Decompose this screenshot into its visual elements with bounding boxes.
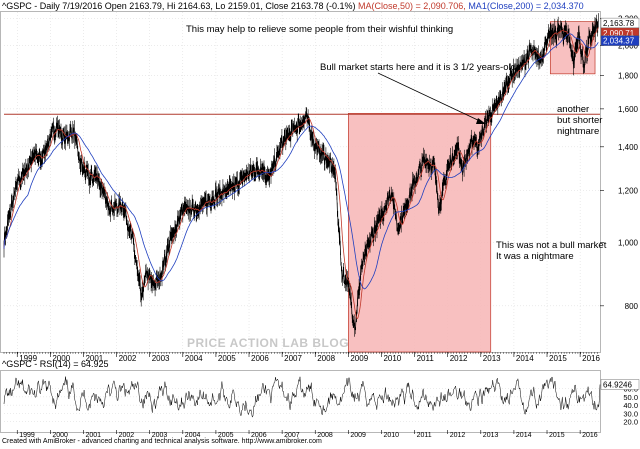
rsi-header: ^GSPC - RSI(14) = 64.925 <box>2 359 109 369</box>
price-y-tick-label: 800 <box>625 302 639 311</box>
x-tick-label: 2016 <box>582 354 600 363</box>
annotation-nightmare-2: It was a nightmare <box>496 251 574 262</box>
axes: 8001,0001,2001,4001,6001,8002,0002,20019… <box>3 14 639 439</box>
x-tick-label: 2001 <box>85 354 103 363</box>
header-ma200: MA1(Close,200) = 2,034.370 <box>468 1 584 11</box>
rsi-x-tick-label: 2005 <box>218 432 234 439</box>
x-tick-label: 2006 <box>251 354 269 363</box>
ma200-tag-box <box>600 35 640 46</box>
rsi-y-tick-label: 20.0 <box>623 418 638 427</box>
rsi-x-tick-label: 2011 <box>417 432 432 439</box>
ma200-series <box>3 33 599 290</box>
chart-header: ^GSPC - Daily 7/19/2016 Open 2163.79, Hi… <box>2 1 584 11</box>
footer-credit: Created with AmiBroker - advanced charti… <box>2 438 322 445</box>
x-tick-label: 2005 <box>218 354 236 363</box>
rsi-y-tick-label: 40.0 <box>623 401 638 410</box>
annotation-another-2: but shorter <box>557 115 603 126</box>
price-y-tick-label: 2,000 <box>618 41 639 50</box>
watermark: PRICE ACTION LAB BLOG <box>187 336 350 350</box>
price-y-tick-label: 1,600 <box>618 105 639 114</box>
rsi-x-tick-label: 2014 <box>516 432 532 439</box>
rsi-x-tick-label: 2016 <box>582 432 598 439</box>
x-tick-label: 2013 <box>483 354 501 363</box>
rsi-frame <box>0 370 601 433</box>
ma50-series <box>3 27 599 319</box>
ma200-tag: 2,034.37 <box>603 37 635 46</box>
rsi-y-tick-label: 30.0 <box>623 409 638 418</box>
annotation-another-1: another <box>557 104 590 115</box>
rsi-x-tick-label: 2012 <box>450 432 466 439</box>
x-tick-label: 2000 <box>52 354 70 363</box>
rsi-x-tick-label: 2006 <box>251 432 267 439</box>
rsi-x-tick-label: 2015 <box>549 432 565 439</box>
annotation-top-note: This may help to relieve some people fro… <box>186 24 454 35</box>
rsi-x-tick-label: 2010 <box>383 432 399 439</box>
x-tick-label: 2007 <box>284 354 302 363</box>
annotation-another-3: nightmare <box>557 126 600 137</box>
annotation-bull-market: Bull market starts here and it is 3 1/2 … <box>320 62 516 73</box>
rsi-y-tick-label: 50.0 <box>623 393 638 402</box>
rsi-series <box>3 376 601 418</box>
price-y-tick-label: 1,400 <box>618 143 639 152</box>
x-tick-label: 2002 <box>119 354 137 363</box>
rsi-x-tick-label: 2002 <box>119 432 135 439</box>
header-ticker: ^GSPC <box>2 1 32 11</box>
rsi-x-tick-label: 2007 <box>284 432 300 439</box>
rsi-x-tick-label: 1999 <box>19 432 35 439</box>
annotation-arrow <box>377 72 486 124</box>
rsi-x-tick-label: 2003 <box>152 432 168 439</box>
price-frame <box>0 11 601 353</box>
rsi-tag-box <box>600 379 640 390</box>
price-y-tick-label: 1,200 <box>618 187 639 196</box>
x-tick-label: 2008 <box>317 354 335 363</box>
price-y-tick-label: 1,000 <box>618 238 639 247</box>
ma50-tag: 2,090.71 <box>603 29 635 38</box>
rsi-tag: 64.9246 <box>603 380 632 389</box>
close-tag: 2,163.78 <box>603 19 635 28</box>
x-tick-label: 2003 <box>152 354 170 363</box>
x-tick-label: 2011 <box>417 354 435 363</box>
x-tick-label: 2012 <box>450 354 468 363</box>
rsi-x-tick-label: 2013 <box>483 432 499 439</box>
rsi-x-tick-label: 2000 <box>52 432 68 439</box>
arrow-line <box>377 72 483 123</box>
rsi-panel: 20.030.040.050.060.064.9246 <box>3 376 640 427</box>
rsi-x-tick-label: 2008 <box>317 432 333 439</box>
price-y-tick-label: 1,800 <box>618 71 639 80</box>
x-tick-label: 2009 <box>350 354 368 363</box>
header-ma50: MA(Close,50) = 2,090.706, <box>357 1 466 11</box>
x-tick-label: 1999 <box>19 354 37 363</box>
x-tick-label: 2010 <box>383 354 401 363</box>
header-info: - Daily 7/19/2016 Open 2163.79, Hi 2164.… <box>34 1 356 11</box>
x-tick-label: 2004 <box>185 354 203 363</box>
arrow-head <box>476 118 486 124</box>
x-tick-label: 2014 <box>516 354 534 363</box>
rsi-x-tick-label: 2004 <box>185 432 201 439</box>
x-tick-label: 2015 <box>549 354 567 363</box>
rsi-x-tick-label: 2001 <box>85 432 101 439</box>
price-lines <box>3 13 600 337</box>
rsi-x-tick-label: 2009 <box>350 432 366 439</box>
annotation-nightmare-1: This was not a bull market <box>496 240 607 251</box>
value-tags: 2,163.782,090.712,034.37 <box>600 17 640 46</box>
